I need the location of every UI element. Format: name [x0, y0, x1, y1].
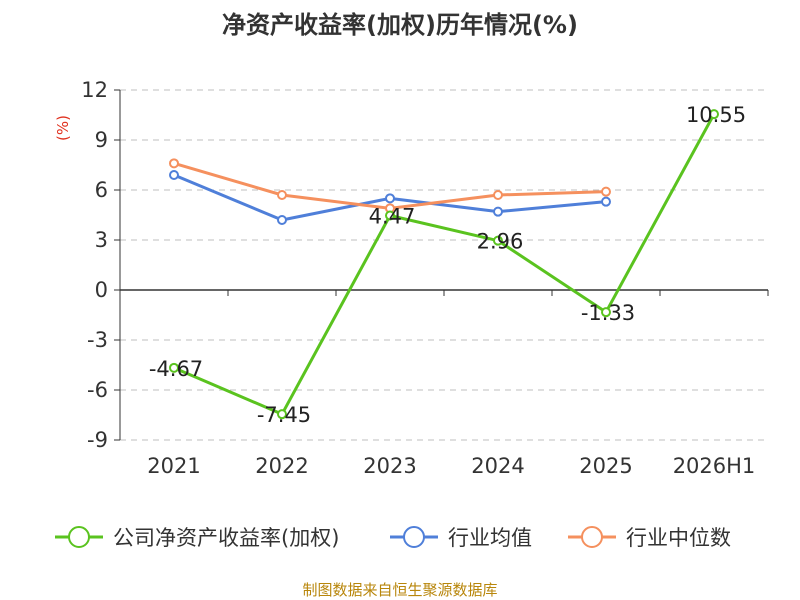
series-point-1	[169, 170, 179, 180]
series-layer	[169, 109, 719, 420]
y-tick-label: -9	[87, 428, 108, 452]
x-tick-label: 2021	[147, 454, 200, 478]
legend-swatch-marker	[581, 526, 603, 548]
data-label: 2.96	[477, 230, 524, 254]
data-label-layer: -4.67 -7.45 4.47 2.96 -1.33 10.55	[149, 103, 746, 427]
x-tick-label: 2023	[363, 454, 416, 478]
y-tick-label: 12	[81, 78, 108, 102]
y-tick-label: 3	[95, 228, 108, 252]
data-label: -7.45	[257, 403, 311, 427]
y-tick-label: -3	[87, 328, 108, 352]
x-tick-label: 2022	[255, 454, 308, 478]
legend-label: 行业中位数	[626, 526, 731, 550]
series-point-2	[277, 190, 287, 200]
data-label: -1.33	[581, 301, 635, 325]
y-tick-label: 9	[95, 128, 108, 152]
x-tick-label: 2025	[579, 454, 632, 478]
series-point-2	[493, 190, 503, 200]
series-point-0	[385, 210, 395, 221]
data-label: -4.67	[149, 357, 203, 381]
source-note: 制图数据来自恒生聚源数据库	[302, 581, 497, 599]
y-axis-label: (%)	[54, 115, 72, 141]
y-tick-label: 0	[95, 278, 108, 302]
series-point-2	[169, 158, 179, 169]
series-point-2	[601, 186, 611, 197]
legend-label: 行业均值	[448, 526, 532, 550]
legend-swatch-marker	[403, 526, 425, 548]
series-line-0	[173, 113, 716, 416]
series-point-0	[601, 307, 611, 318]
x-tick-label: 2024	[471, 454, 524, 478]
y-tick-label: -6	[87, 378, 108, 402]
y-tick-label: 6	[95, 178, 108, 202]
x-tick-label: 2026H1	[673, 454, 756, 478]
legend: 公司净资产收益率(加权) 行业均值 行业中位数	[55, 526, 731, 550]
chart-title: 净资产收益率(加权)历年情况(%)	[222, 11, 578, 39]
series-point-0	[493, 235, 503, 246]
series-point-0	[277, 409, 287, 420]
series-point-1	[493, 206, 503, 217]
data-label: 4.47	[369, 205, 416, 229]
series-point-1	[277, 215, 287, 225]
series-point-1	[601, 196, 611, 207]
series-point-0	[709, 109, 719, 120]
grid-layer	[120, 89, 768, 441]
series-point-0	[169, 362, 179, 373]
axis-layer: 12 9 6 3 0 -3 -6 -9 2021 2022 2023 2024 2025 2026H1	[81, 78, 769, 478]
legend-swatch-marker	[68, 526, 90, 548]
data-label: 10.55	[686, 103, 746, 127]
legend-label: 公司净资产收益率(加权)	[113, 526, 339, 550]
series-point-1	[385, 193, 395, 204]
